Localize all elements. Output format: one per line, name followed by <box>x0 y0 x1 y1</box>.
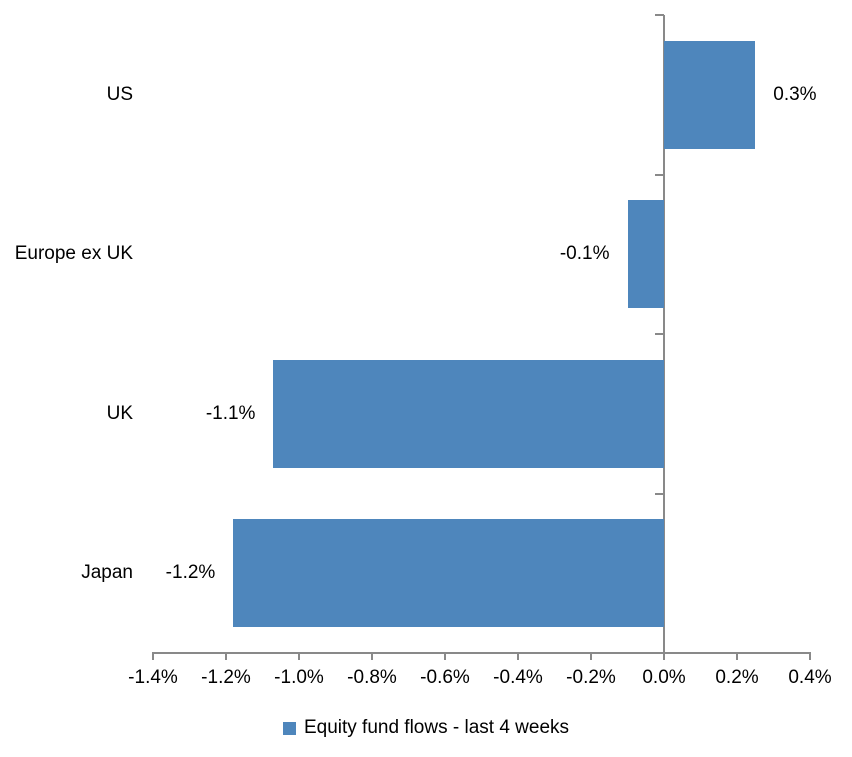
data-label-uk: -1.1% <box>205 402 256 424</box>
data-label-us: 0.3% <box>773 83 817 105</box>
x-axis-tick <box>152 653 154 660</box>
x-axis-tick-label: -0.4% <box>493 667 543 688</box>
category-axis-tick <box>655 492 664 495</box>
x-axis-tick <box>663 653 665 660</box>
category-label-japan: Japan <box>81 562 133 584</box>
x-axis-tick-label: -0.2% <box>566 667 616 688</box>
category-axis-tick <box>655 333 664 335</box>
value-axis-line <box>152 652 811 654</box>
x-axis-tick-label: -1.4% <box>128 667 178 688</box>
x-axis-tick <box>371 653 373 660</box>
category-axis-line <box>663 15 665 653</box>
x-axis-tick <box>809 653 811 660</box>
x-axis-tick <box>444 653 446 660</box>
category-axis-tick <box>655 14 664 16</box>
legend: Equity fund flows - last 4 weeks <box>0 715 852 741</box>
bar-uk <box>273 359 664 468</box>
category-axis-tick <box>655 173 664 176</box>
x-axis-tick-label: -1.2% <box>201 667 251 688</box>
x-axis-tick <box>225 653 227 660</box>
bar-europe-ex-uk <box>627 200 664 309</box>
x-axis-tick-label: -0.6% <box>420 667 470 688</box>
x-axis-tick <box>298 653 300 660</box>
x-axis-tick <box>736 653 738 660</box>
category-label-europe-ex-uk: Europe ex UK <box>14 243 133 265</box>
x-axis-tick-label: -1.0% <box>274 667 324 688</box>
x-axis-tick-label: 0.0% <box>642 667 686 688</box>
x-axis-tick <box>590 653 592 660</box>
category-label-us: US <box>106 83 133 105</box>
data-label-japan: -1.2% <box>165 562 216 584</box>
x-axis-tick-label: -0.8% <box>347 667 397 688</box>
x-axis-tick-label: 0.4% <box>788 667 832 688</box>
x-axis-tick <box>517 653 519 660</box>
legend-marker-icon <box>282 721 296 735</box>
category-label-uk: UK <box>106 402 133 424</box>
x-axis-tick-label: 0.2% <box>715 667 759 688</box>
bar-us <box>664 40 756 149</box>
data-label-europe-ex-uk: -0.1% <box>559 243 610 265</box>
bar-japan <box>233 519 664 628</box>
legend-label: Equity fund flows - last 4 weeks <box>303 717 570 738</box>
